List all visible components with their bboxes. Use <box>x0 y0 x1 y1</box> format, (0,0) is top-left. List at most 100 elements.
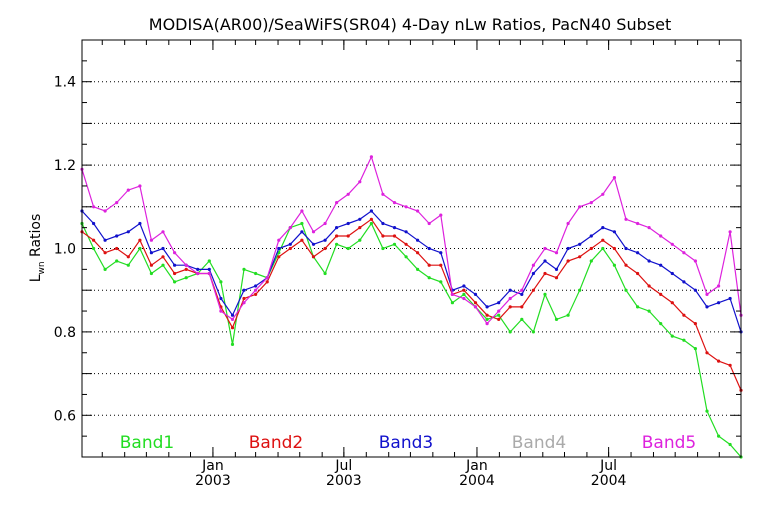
data-point <box>612 230 617 234</box>
data-point <box>92 221 96 226</box>
series-lines <box>80 155 743 459</box>
data-point <box>705 305 709 309</box>
series-band1 <box>80 221 743 459</box>
data-point <box>184 263 188 267</box>
data-point <box>126 230 130 234</box>
data-point <box>497 317 501 321</box>
data-point <box>254 292 258 296</box>
data-point <box>323 221 327 226</box>
data-point <box>508 296 512 301</box>
x-tick-label-month: Jan <box>201 458 224 474</box>
x-tick-label-month: Jan <box>465 458 488 474</box>
data-point <box>115 246 119 251</box>
data-point <box>103 251 107 255</box>
data-point <box>219 309 223 313</box>
data-point <box>682 313 686 317</box>
data-point <box>335 242 339 246</box>
legend-entry: Band3 <box>379 433 433 453</box>
data-point <box>265 276 269 280</box>
data-point <box>358 217 362 221</box>
data-point <box>693 259 698 263</box>
data-point <box>207 267 211 271</box>
data-point <box>335 226 339 230</box>
data-point <box>601 226 605 230</box>
data-point <box>670 242 674 246</box>
data-point <box>554 251 559 255</box>
data-point <box>149 271 153 276</box>
legend-entry: Band1 <box>120 433 174 453</box>
data-point <box>520 305 524 309</box>
x-tick-label-year: 2004 <box>459 473 495 489</box>
data-point <box>589 234 593 238</box>
data-point <box>392 201 397 205</box>
data-point <box>369 217 373 221</box>
data-point <box>219 296 223 301</box>
data-point <box>149 263 153 267</box>
y-axis-label: Lwn Ratios <box>28 214 47 283</box>
data-point <box>462 284 466 288</box>
data-point <box>624 288 628 292</box>
legend-entry: Band4 <box>512 433 566 453</box>
data-point <box>254 288 258 292</box>
y-axis-label-rest: Ratios <box>28 214 44 262</box>
data-point <box>392 226 397 230</box>
data-point <box>381 246 385 251</box>
data-point <box>566 246 570 251</box>
legend: Band1 Band2 Band3 Band4 Band5 <box>120 433 696 453</box>
data-point <box>497 301 501 305</box>
data-point <box>161 246 165 251</box>
series-band2 <box>80 217 743 392</box>
data-point <box>589 201 593 205</box>
data-point <box>659 292 663 296</box>
data-point <box>300 238 304 242</box>
data-point <box>717 301 721 305</box>
data-point <box>659 263 663 267</box>
chart-title: MODISA(AR00)/SeaWiFS(SR04) 4-Day nLw Rat… <box>149 15 671 34</box>
data-point <box>288 246 292 251</box>
data-point <box>126 255 130 259</box>
data-point <box>531 330 536 334</box>
data-point <box>531 271 536 276</box>
data-point <box>601 238 605 242</box>
data-point <box>138 238 142 242</box>
data-point <box>242 267 246 271</box>
data-point <box>578 255 582 259</box>
data-point <box>462 292 466 296</box>
data-point <box>103 209 107 213</box>
data-point <box>682 280 686 284</box>
data-point <box>254 284 258 288</box>
data-point <box>520 292 524 296</box>
data-point <box>404 205 408 209</box>
data-point <box>636 271 640 276</box>
data-point <box>508 305 512 309</box>
data-point <box>566 259 570 263</box>
data-point <box>728 363 732 367</box>
data-point <box>230 326 235 330</box>
data-point <box>473 292 478 296</box>
data-point <box>416 209 420 213</box>
data-point <box>369 221 373 226</box>
y-axis-label-subscript: wn <box>37 261 47 274</box>
data-point <box>92 205 96 209</box>
y-tick-label: 1.2 <box>54 158 76 174</box>
data-point <box>543 271 547 276</box>
x-tick-label-year: 2003 <box>195 473 231 489</box>
y-tick-label: 0.6 <box>54 408 76 424</box>
data-point <box>242 296 246 301</box>
data-point <box>439 280 443 284</box>
data-point <box>508 288 512 292</box>
y-tick-labels: 0.6 0.8 1.0 1.2 1.4 <box>54 75 76 425</box>
data-point <box>728 442 732 447</box>
data-point <box>485 313 489 317</box>
data-point <box>659 234 663 238</box>
data-point <box>682 251 686 255</box>
data-point <box>173 280 177 284</box>
data-point <box>427 221 431 226</box>
data-point <box>705 351 709 355</box>
data-point <box>242 288 246 292</box>
data-point <box>589 259 593 263</box>
x-tick-label-year: 2004 <box>591 473 627 489</box>
legend-entry: Band5 <box>642 433 696 453</box>
data-point <box>277 246 281 251</box>
x-tick-label-year: 2003 <box>326 473 362 489</box>
